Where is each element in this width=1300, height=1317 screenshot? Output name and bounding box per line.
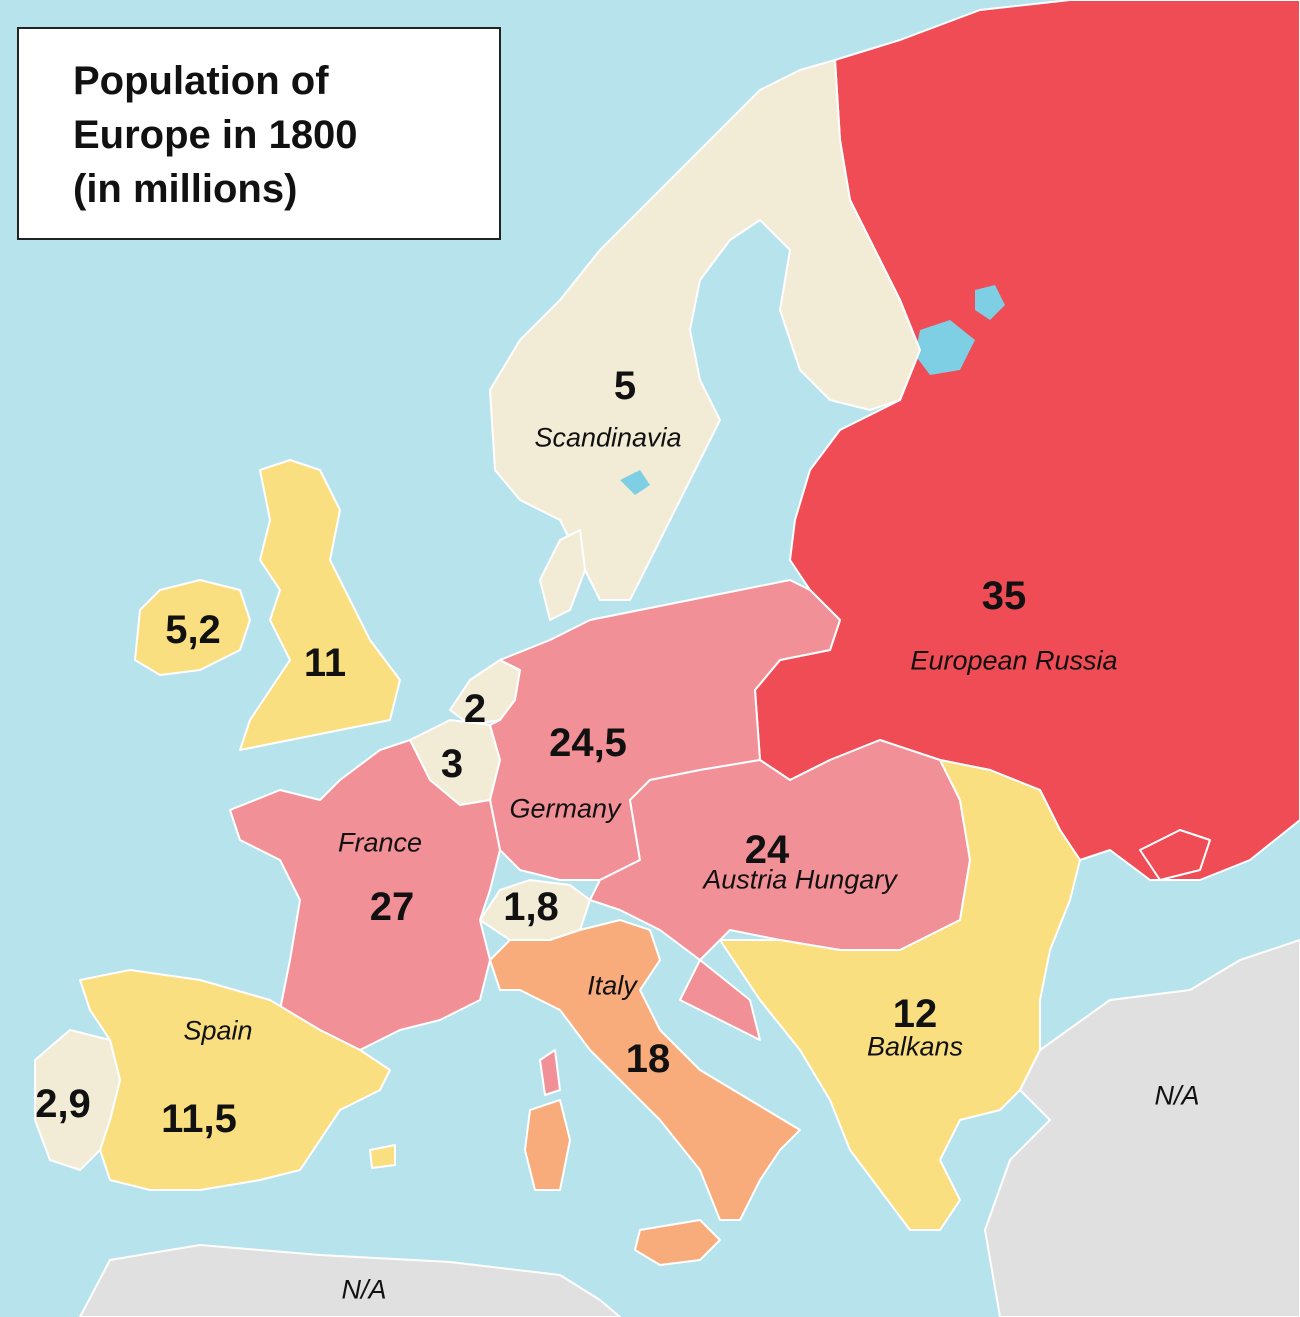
population-france: 27 <box>369 885 415 929</box>
population-portugal: 2,9 <box>35 1082 91 1126</box>
map-title-box: Population of Europe in 1800 (in million… <box>17 27 501 240</box>
population-switzerland: 1,8 <box>503 885 559 929</box>
population-austria-hungary: 24 <box>744 828 790 872</box>
lake-vanern <box>620 470 650 495</box>
population-spain: 11,5 <box>161 1097 237 1141</box>
label-germany: Germany <box>509 793 621 824</box>
region-sicily <box>634 1219 721 1266</box>
lake-ladoga <box>915 320 975 375</box>
region-britain <box>239 459 401 751</box>
label-european-russia: European Russia <box>910 645 1118 676</box>
title-line-2: Europe in 1800 <box>73 113 358 157</box>
label-na-east: N/A <box>1154 1080 1200 1111</box>
label-na-south: N/A <box>341 1274 387 1305</box>
population-netherlands: 2 <box>463 687 487 731</box>
title-line-1: Population of <box>73 59 329 103</box>
population-belgium: 3 <box>440 742 464 786</box>
title-line-3: (in millions) <box>73 167 298 211</box>
region-scandinavia <box>489 59 921 601</box>
population-balkans: 12 <box>892 992 938 1036</box>
region-balkans <box>719 759 1081 1231</box>
label-balkans: Balkans <box>866 1031 964 1062</box>
population-britain: 11 <box>303 641 347 685</box>
label-italy: Italy <box>587 970 637 1001</box>
label-scandinavia: Scandinavia <box>534 422 682 453</box>
region-portugal <box>34 1029 121 1171</box>
region-ireland <box>134 579 251 676</box>
region-sardinia <box>524 1099 571 1191</box>
region-italy <box>489 919 801 1221</box>
region-denmark <box>539 529 586 621</box>
region-balearic <box>369 1144 396 1169</box>
region-crimea <box>1139 829 1211 881</box>
label-austria-hungary: Austria Hungary <box>703 864 897 895</box>
population-scandinavia: 5 <box>613 364 637 408</box>
population-italy: 18 <box>625 1037 671 1081</box>
population-european-russia: 35 <box>981 574 1027 618</box>
region-france <box>229 739 501 1051</box>
label-spain: Spain <box>183 1015 253 1046</box>
region-na-east <box>984 939 1300 1317</box>
region-corsica <box>539 1049 561 1096</box>
label-france: France <box>337 827 423 858</box>
region-na-south <box>79 1244 621 1317</box>
population-germany: 24,5 <box>549 721 627 765</box>
lake-onega <box>975 285 1005 320</box>
population-ireland: 5,2 <box>165 608 221 652</box>
